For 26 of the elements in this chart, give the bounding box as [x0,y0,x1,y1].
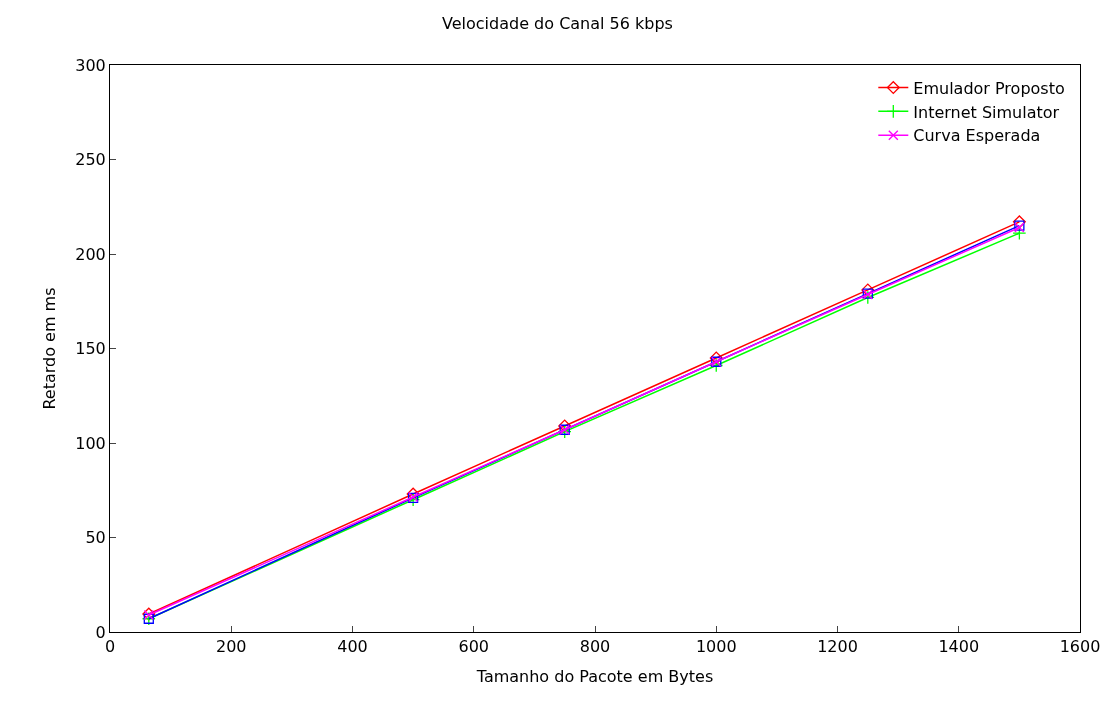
legend-label: Curva Esperada [913,126,1041,146]
point [1012,226,1027,241]
y-tick-label: 50 [85,528,106,548]
legend-label: Internet Simulator [913,102,1060,122]
x-tick-label: 1600 [1059,637,1101,657]
x-tick-label: 200 [215,637,247,657]
x-tick-label: 600 [458,637,490,657]
x-tick-label: 800 [579,637,611,657]
y-axis-title: Retardo em ms [40,287,60,410]
y-tick-label: 200 [75,244,106,264]
point [558,419,572,433]
x-tick-label: 1400 [938,637,980,657]
x-tick-label: 1200 [817,637,858,657]
y-tick-label: 0 [95,622,106,642]
x-tick-label: 1000 [695,637,737,657]
y-tick-label: 150 [75,339,106,359]
x-tick-label: 400 [337,637,368,657]
y-tick-label: 250 [75,150,106,170]
point [557,424,572,439]
point [709,358,724,373]
legend-label: Emulador Proposto [913,78,1065,98]
x-axis-title: Tamanho do Pacote em Bytes [475,666,714,686]
point [709,351,723,365]
y-tick-label: 300 [75,55,106,75]
y-tick-label: 100 [75,433,106,453]
chart-title: Velocidade do Canal 56 kbps [442,14,673,34]
